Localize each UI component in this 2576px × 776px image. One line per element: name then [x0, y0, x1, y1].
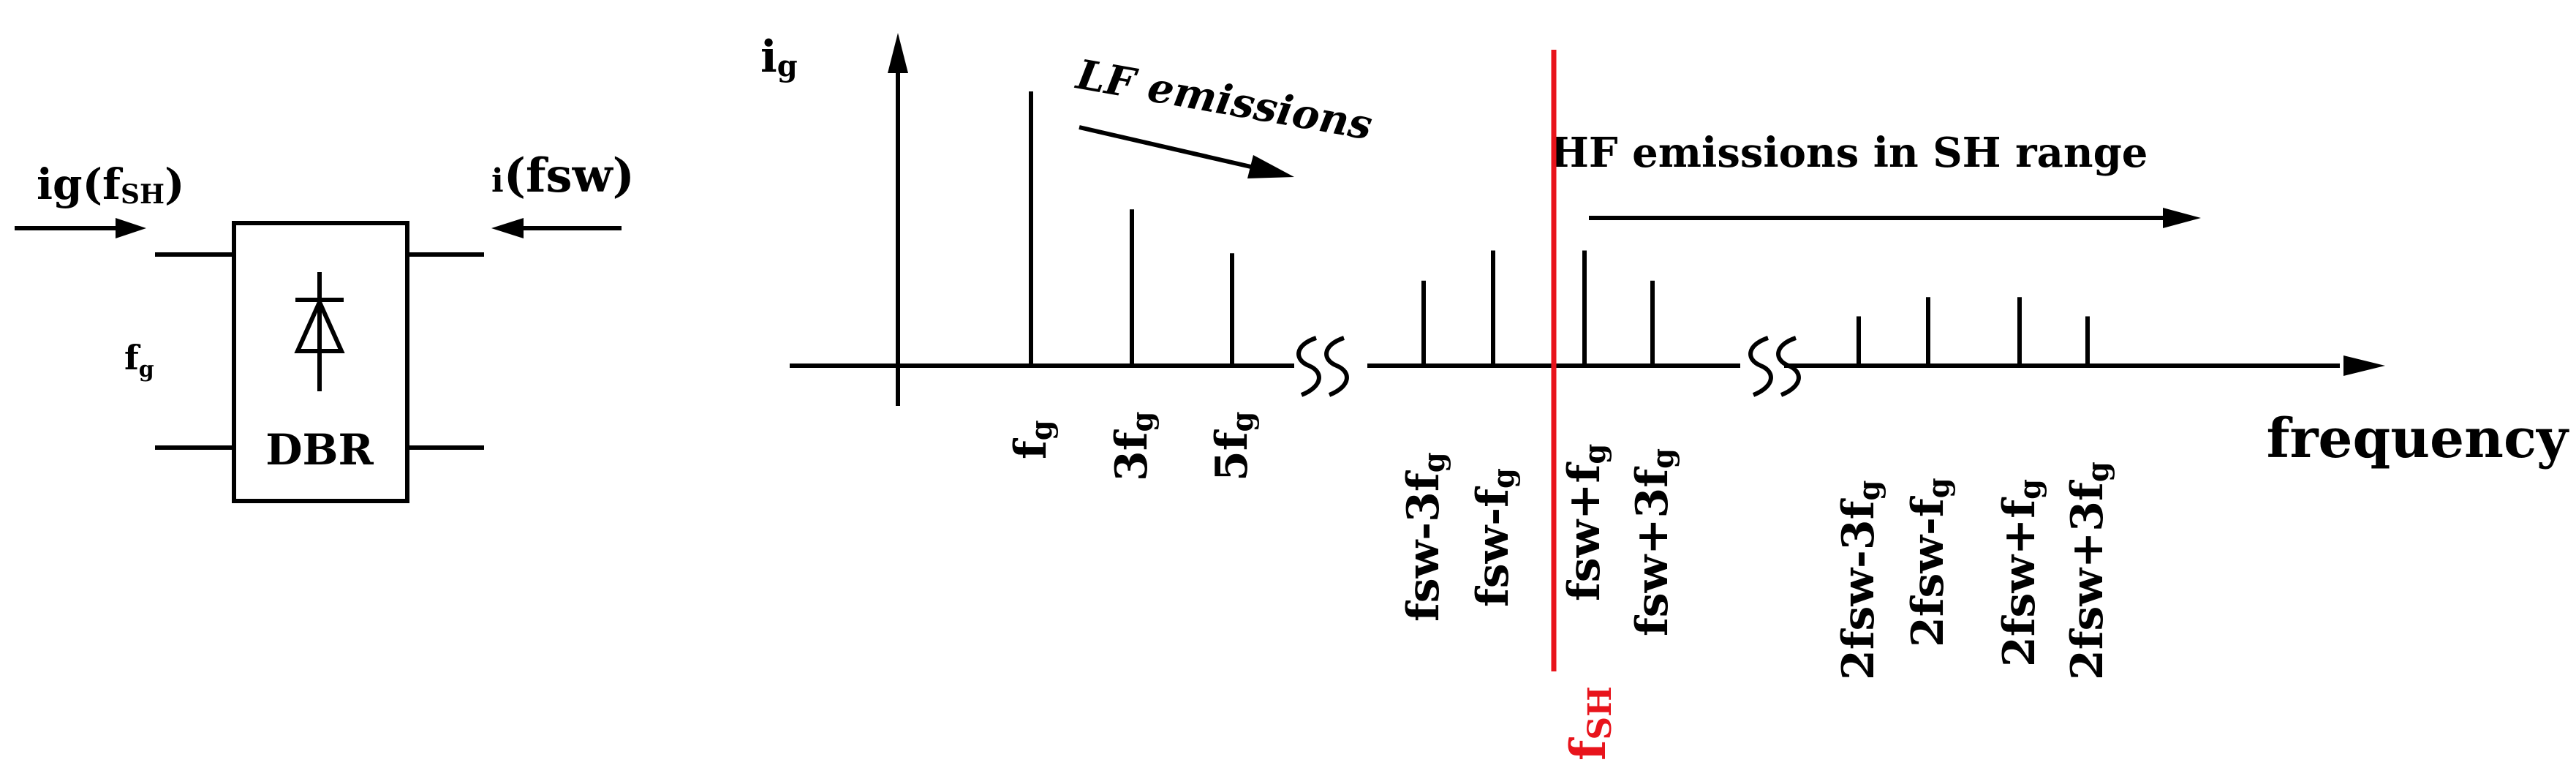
- spectral-label-main: fsw+3f: [1627, 466, 1678, 636]
- spectral-label-main: fsw-3f: [1398, 470, 1449, 622]
- y-axis-arrowhead: [888, 33, 908, 73]
- spectral-label-sub: g: [1922, 478, 1956, 498]
- spectral-label-sub: g: [1646, 448, 1680, 469]
- right-input-main: i: [491, 162, 504, 200]
- side-frequency-main: f: [124, 338, 141, 377]
- spectral-label-sub: g: [1487, 468, 1521, 489]
- spectral-label-sub: g: [1024, 420, 1059, 440]
- side-frequency-label: fg: [124, 338, 154, 383]
- y-axis-main: i: [760, 31, 777, 83]
- spectral-label-sub: g: [2013, 479, 2047, 500]
- spectral-label-11: 2fsw+3fg: [2062, 462, 2115, 680]
- right-input-rest: (fsw): [504, 148, 635, 203]
- spectral-label-sub: g: [1578, 444, 1612, 464]
- spectral-label-7: fsw+3fg: [1627, 448, 1680, 636]
- sh-boundary-sub: SH: [1582, 686, 1619, 739]
- dbr-label: DBR: [265, 425, 374, 475]
- hf-arrowhead: [2163, 208, 2201, 228]
- axis-break-icon-1: [1296, 336, 1349, 397]
- diode-icon: [294, 272, 345, 391]
- spectral-label-main: 2fsw-f: [1903, 495, 1954, 647]
- spectral-label-6: fsw+fg: [1559, 444, 1612, 601]
- spectral-label-main: 5f: [1206, 429, 1258, 481]
- spectral-label-main: f: [1005, 437, 1057, 459]
- spectral-label-5: fsw-fg: [1468, 468, 1521, 607]
- right-input-arrowhead: [491, 218, 524, 238]
- spectral-label-10: 2fsw+fg: [1994, 479, 2047, 667]
- spectral-label-main: 2fsw-3f: [1833, 497, 1884, 680]
- x-axis-label: frequency: [2267, 407, 2569, 470]
- spectral-label-8: 2fsw-3fg: [1833, 481, 1886, 680]
- spectral-label-sub: g: [1225, 411, 1260, 432]
- spectral-label-sub: g: [2081, 462, 2115, 482]
- left-input-main: ig(f: [37, 159, 124, 209]
- left-input-label: ig(fSH): [37, 159, 184, 210]
- spectral-label-sub: g: [1852, 481, 1886, 501]
- spectral-label-main: 2fsw+f: [1994, 497, 2045, 667]
- y-axis-label: ig: [760, 31, 798, 83]
- spectral-label-4: fsw-3fg: [1398, 452, 1451, 622]
- spectral-label-main: 3f: [1106, 429, 1157, 481]
- x-axis-arrowhead: [2343, 355, 2385, 376]
- spectral-label-main: 2fsw+3f: [2062, 479, 2113, 680]
- left-input-close: ): [165, 159, 184, 209]
- spectral-label-sub: g: [1125, 411, 1160, 432]
- axis-break-icon-2: [1748, 336, 1801, 397]
- sh-boundary-label: fSH: [1560, 686, 1619, 761]
- hf-annotation: HF emissions in SH range: [1550, 129, 2148, 177]
- dbr-block-group: DBR ig(fSH) i(fsw) fg: [15, 148, 635, 503]
- lf-arrowhead: [1247, 155, 1294, 178]
- spectral-lines: [1029, 91, 2090, 366]
- left-input-arrowhead: [116, 218, 146, 238]
- spectral-label-2: 3fg: [1106, 411, 1160, 481]
- left-input-sub: SH: [121, 179, 165, 210]
- right-input-label: i(fsw): [491, 148, 635, 203]
- side-frequency-sub: g: [139, 357, 154, 383]
- lf-arrow: [1079, 125, 1255, 170]
- spectral-label-main: fsw+f: [1559, 461, 1610, 601]
- spectral-label-sub: g: [1417, 452, 1451, 472]
- spectral-label-main: fsw-f: [1468, 486, 1519, 607]
- spectral-label-9: 2fsw-fg: [1903, 478, 1956, 647]
- dbr-block: [232, 221, 409, 503]
- spectral-label-1: fg: [1005, 420, 1059, 459]
- y-axis-sub: g: [777, 49, 798, 83]
- spectral-label-3: 5fg: [1206, 411, 1260, 481]
- sh-boundary-main: f: [1560, 737, 1617, 761]
